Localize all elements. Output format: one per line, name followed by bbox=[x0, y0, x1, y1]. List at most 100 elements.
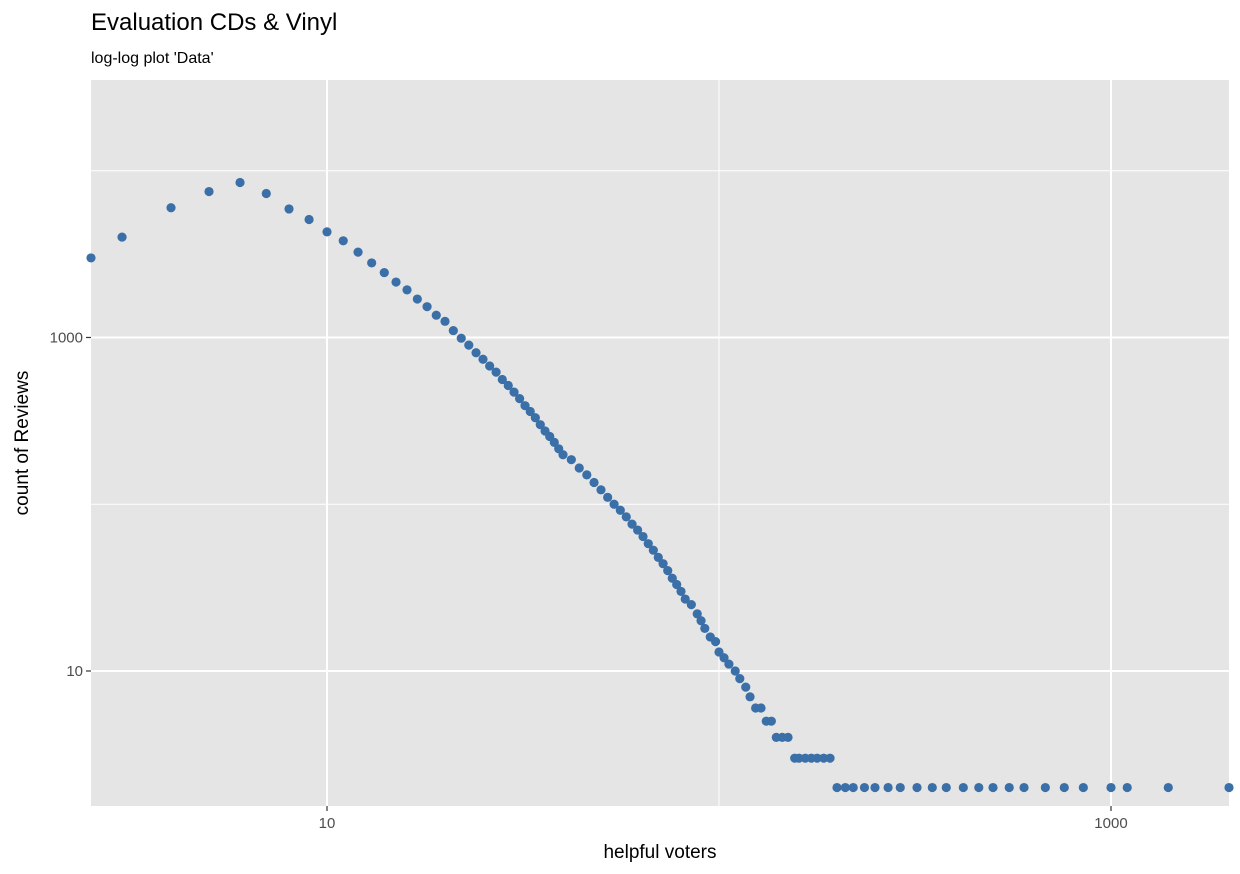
data-point bbox=[663, 565, 673, 576]
data-point bbox=[464, 340, 474, 350]
y-tick-label: 10 bbox=[66, 663, 83, 680]
data-point bbox=[621, 512, 631, 522]
data-point bbox=[643, 539, 653, 549]
data-point bbox=[440, 316, 450, 326]
data-point bbox=[304, 214, 314, 225]
data-point bbox=[912, 782, 922, 793]
data-point bbox=[525, 406, 535, 417]
data-point bbox=[676, 586, 686, 597]
data-point bbox=[638, 531, 648, 542]
data-point bbox=[589, 477, 599, 488]
data-point bbox=[1163, 782, 1173, 793]
data-point bbox=[530, 413, 540, 423]
data-point bbox=[672, 579, 682, 590]
data-point bbox=[724, 659, 734, 669]
data-points bbox=[86, 177, 1234, 793]
data-point bbox=[549, 437, 559, 447]
data-point bbox=[204, 186, 214, 197]
data-point bbox=[574, 463, 584, 473]
data-point bbox=[741, 682, 751, 692]
data-point bbox=[235, 177, 245, 188]
data-point bbox=[648, 545, 658, 555]
data-point bbox=[485, 361, 495, 371]
data-point bbox=[686, 600, 696, 610]
data-point bbox=[166, 203, 176, 213]
data-point bbox=[627, 519, 637, 529]
data-point bbox=[680, 594, 690, 604]
x-tick-label: 10 bbox=[319, 815, 336, 832]
data-point bbox=[783, 732, 793, 742]
data-point bbox=[848, 782, 858, 793]
data-point bbox=[448, 325, 458, 336]
data-point bbox=[700, 623, 710, 634]
data-point bbox=[988, 782, 998, 793]
data-point bbox=[658, 559, 668, 569]
data-point bbox=[633, 525, 643, 535]
x-axis-title: helpful voters bbox=[603, 842, 716, 863]
data-point bbox=[117, 232, 127, 242]
data-point bbox=[710, 637, 721, 647]
data-point bbox=[558, 450, 568, 460]
data-point bbox=[1122, 782, 1132, 793]
data-point bbox=[338, 236, 348, 246]
data-point bbox=[895, 782, 905, 793]
data-point bbox=[566, 455, 576, 465]
data-point bbox=[582, 470, 592, 480]
data-point bbox=[927, 782, 937, 793]
data-point bbox=[756, 703, 766, 713]
data-point bbox=[515, 393, 525, 404]
data-point bbox=[422, 302, 432, 312]
data-point bbox=[840, 782, 850, 793]
data-point bbox=[615, 505, 625, 515]
grid-minor bbox=[91, 80, 1229, 806]
data-point bbox=[535, 420, 545, 430]
data-point bbox=[941, 782, 951, 793]
data-point bbox=[730, 666, 740, 676]
data-point bbox=[471, 348, 481, 358]
data-point bbox=[497, 374, 507, 385]
y-axis-title: count of Reviews bbox=[12, 371, 33, 516]
data-point bbox=[883, 782, 893, 793]
data-point bbox=[870, 782, 880, 793]
y-tick-label: 1000 bbox=[50, 329, 83, 346]
plot-panel bbox=[91, 80, 1229, 806]
data-point bbox=[596, 485, 606, 495]
data-point bbox=[745, 692, 755, 702]
data-point bbox=[431, 310, 441, 320]
data-point bbox=[402, 285, 412, 295]
data-point bbox=[1078, 782, 1088, 793]
data-point bbox=[692, 609, 702, 619]
data-point bbox=[812, 753, 822, 763]
data-point bbox=[322, 227, 332, 237]
data-point bbox=[766, 716, 776, 726]
chart-subtitle: log-log plot 'Data' bbox=[91, 50, 214, 67]
data-point bbox=[353, 247, 363, 257]
grid-major bbox=[91, 80, 1229, 806]
data-point bbox=[825, 753, 835, 763]
data-point bbox=[1040, 782, 1050, 793]
data-point bbox=[603, 492, 613, 502]
data-point bbox=[456, 333, 466, 343]
data-point bbox=[503, 380, 513, 391]
data-point bbox=[509, 387, 519, 397]
data-point bbox=[478, 354, 488, 364]
data-point bbox=[819, 753, 829, 763]
data-point bbox=[1224, 782, 1234, 793]
data-point bbox=[412, 294, 422, 304]
x-tick-label: 1000 bbox=[1094, 815, 1127, 832]
data-point bbox=[958, 782, 968, 793]
data-point bbox=[859, 782, 870, 793]
data-point bbox=[1106, 782, 1116, 793]
chart-title: Evaluation CDs & Vinyl bbox=[91, 9, 338, 36]
data-point bbox=[974, 782, 984, 793]
data-point bbox=[696, 616, 706, 626]
data-point bbox=[379, 267, 389, 278]
data-point bbox=[1019, 782, 1029, 793]
data-point bbox=[1004, 782, 1014, 793]
data-point bbox=[1059, 782, 1069, 793]
data-point bbox=[86, 253, 96, 263]
data-point bbox=[391, 277, 401, 287]
data-point bbox=[609, 499, 619, 509]
data-point bbox=[284, 204, 294, 214]
